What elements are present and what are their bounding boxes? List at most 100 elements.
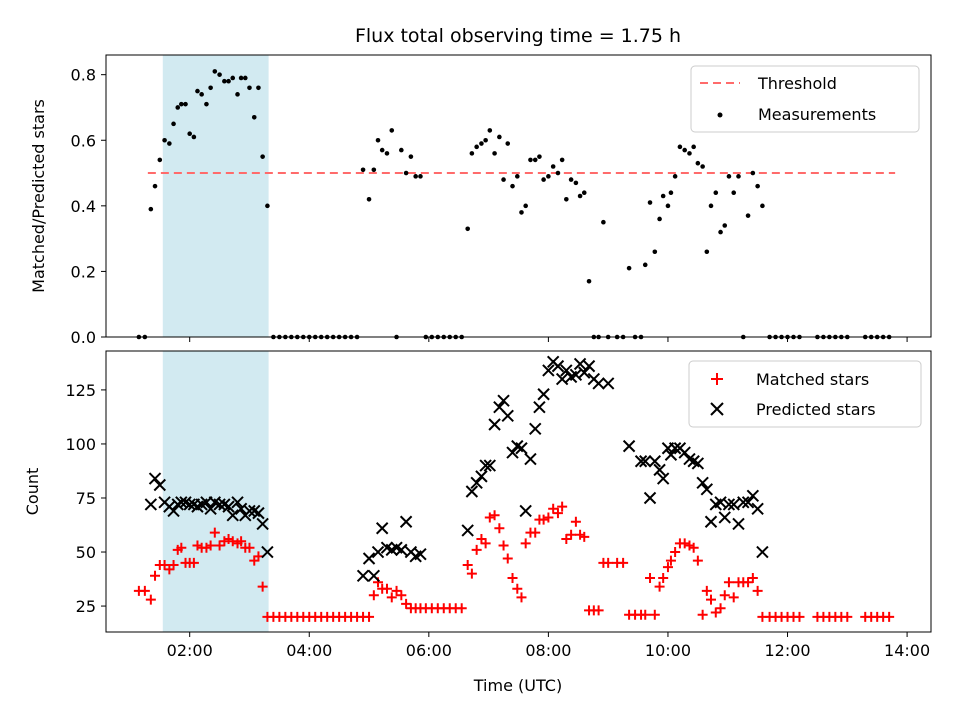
measurement-point bbox=[713, 190, 719, 196]
x-tick-label: 02:00 bbox=[167, 641, 213, 660]
measurement-point bbox=[230, 75, 236, 81]
y-tick-label: 75 bbox=[76, 489, 96, 508]
y-tick-label: 0.4 bbox=[71, 197, 96, 216]
measurement-point bbox=[515, 174, 520, 179]
measurement-point bbox=[195, 88, 200, 94]
measurement-point bbox=[418, 174, 423, 179]
top-legend: Threshold Measurements bbox=[690, 65, 920, 133]
predicted-stars-point bbox=[746, 489, 760, 503]
measurement-point bbox=[501, 177, 506, 182]
predicted-stars-point bbox=[741, 496, 755, 509]
matched-stars-point bbox=[381, 583, 392, 594]
predicted-stars-point bbox=[648, 455, 662, 468]
matched-stars-point bbox=[257, 581, 268, 592]
x-tick-label: 04:00 bbox=[286, 641, 332, 660]
measurement-point bbox=[162, 137, 167, 143]
matched-stars-point bbox=[512, 583, 523, 594]
predicted-stars-point bbox=[231, 496, 244, 509]
measurement-points bbox=[136, 69, 892, 340]
predicted-stars-point bbox=[727, 498, 740, 511]
matched-stars-point bbox=[692, 555, 703, 566]
predicted-stars-point bbox=[737, 496, 750, 509]
matched-stars-point bbox=[665, 555, 676, 566]
predicted-stars-point bbox=[691, 457, 705, 470]
predicted-stars-point bbox=[148, 472, 162, 485]
measurement-point bbox=[226, 78, 231, 84]
predicted-stars-point bbox=[533, 400, 546, 414]
y-tick-label: 0.6 bbox=[71, 131, 96, 150]
measurement-point bbox=[265, 203, 270, 209]
bottom-axes-ticks: 02:00 04:00 06:00 08:00 10:00 12:00 14:00 25 50 7… bbox=[65, 381, 930, 660]
measurement-point bbox=[389, 128, 395, 133]
bottom-panel: 02:00 04:00 06:00 08:00 10:00 12:00 14:00 25 50 7… bbox=[23, 350, 932, 695]
measurement-point bbox=[555, 170, 561, 176]
measurement-point bbox=[682, 147, 687, 153]
matched-stars-point bbox=[489, 510, 500, 521]
measurement-point bbox=[187, 131, 192, 136]
bottom-legend-box bbox=[688, 360, 922, 428]
legend-measurements-swatch bbox=[717, 112, 723, 118]
measurement-point bbox=[642, 262, 648, 268]
observing-span bbox=[162, 351, 269, 632]
measurement-point bbox=[217, 72, 222, 77]
matched-stars-point bbox=[530, 527, 541, 538]
matched-stars-point bbox=[654, 581, 665, 592]
measurement-point bbox=[528, 157, 533, 163]
measurement-point bbox=[736, 174, 741, 179]
measurement-point bbox=[199, 92, 204, 97]
measurement-point bbox=[474, 144, 479, 150]
measurement-point bbox=[379, 147, 385, 153]
matched-stars-point bbox=[662, 562, 673, 573]
measurement-point bbox=[519, 210, 524, 215]
measurement-point bbox=[708, 203, 714, 209]
matched-stars-point bbox=[715, 603, 726, 614]
matched-stars-point bbox=[538, 514, 549, 525]
measurement-point bbox=[750, 170, 756, 176]
measurement-point bbox=[755, 183, 760, 189]
measurement-point bbox=[375, 137, 381, 143]
matched-stars-point bbox=[205, 540, 216, 551]
measurement-point bbox=[171, 121, 176, 127]
predicted-stars-point bbox=[653, 463, 666, 477]
predicted-stars-point bbox=[639, 455, 652, 468]
matched-stars-point bbox=[507, 572, 518, 583]
predicted-stars-point bbox=[582, 359, 596, 373]
measurement-point bbox=[647, 200, 653, 205]
measurement-point bbox=[568, 177, 574, 182]
predicted-stars-point bbox=[501, 409, 514, 423]
predicted-stars-point bbox=[222, 500, 235, 513]
predicted-stars-point bbox=[664, 448, 678, 461]
predicted-stars-point bbox=[555, 372, 569, 386]
measurement-point bbox=[660, 193, 666, 199]
predicted-stars-point bbox=[573, 357, 587, 371]
measurement-point bbox=[510, 183, 515, 189]
matched-stars-point bbox=[386, 592, 397, 603]
observing-span bbox=[162, 55, 269, 337]
top-legend-box bbox=[690, 65, 920, 133]
matched-stars-point bbox=[747, 572, 758, 583]
measurement-point bbox=[247, 85, 252, 91]
predicted-stars-point bbox=[643, 491, 657, 505]
measurement-point bbox=[256, 85, 261, 91]
matched-stars-point bbox=[640, 609, 651, 620]
measurement-point bbox=[559, 157, 565, 163]
matched-stars-point bbox=[176, 542, 187, 553]
predicted-stars-point bbox=[414, 547, 427, 561]
predicted-stars-point bbox=[371, 545, 385, 559]
y-tick-label: 0.2 bbox=[71, 262, 96, 281]
matched-stars-point bbox=[150, 570, 161, 581]
predicted-stars-point bbox=[367, 569, 381, 583]
matched-stars-point bbox=[706, 594, 716, 605]
y-tick-label: 50 bbox=[76, 543, 96, 562]
measurement-point bbox=[695, 160, 701, 166]
matched-stars-point bbox=[145, 594, 156, 605]
matched-stars-point bbox=[842, 611, 853, 622]
predicted-stars-point bbox=[497, 394, 510, 407]
matched-stars-point bbox=[520, 538, 531, 549]
measurement-point bbox=[677, 144, 683, 150]
predicted-stars-point bbox=[751, 502, 764, 515]
measurement-point bbox=[183, 101, 188, 107]
predicted-stars-point bbox=[488, 418, 501, 431]
measurement-point bbox=[465, 226, 470, 232]
measurement-point bbox=[152, 183, 158, 189]
